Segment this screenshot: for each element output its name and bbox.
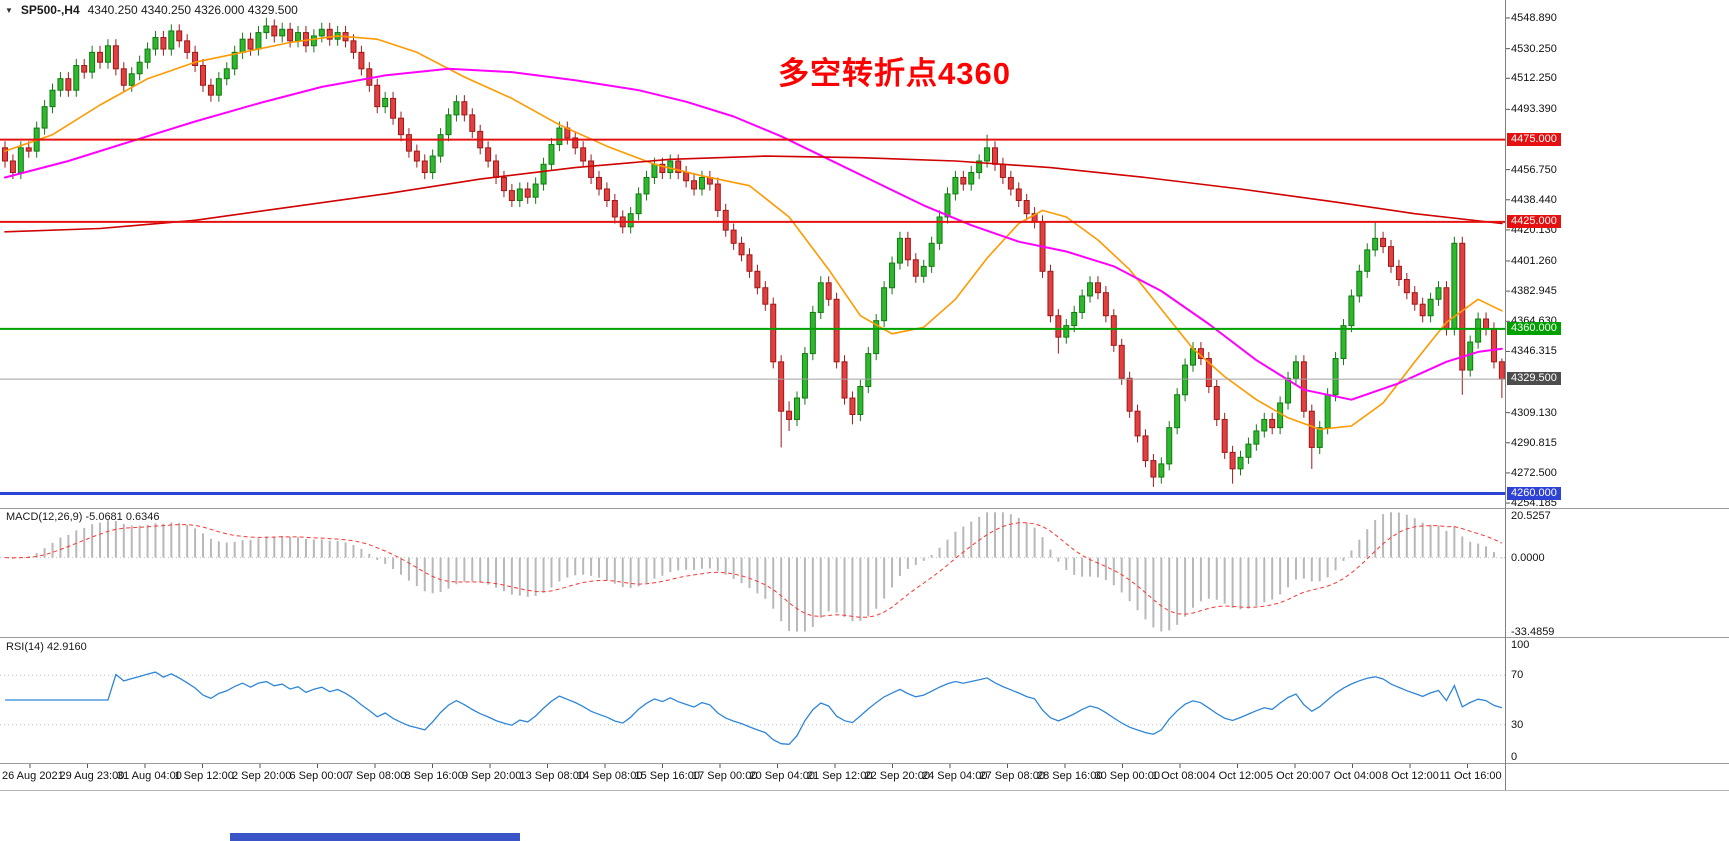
time-label: 7 Oct 04:00 bbox=[1324, 770, 1382, 782]
rsi-scale-label: 100 bbox=[1511, 639, 1530, 651]
price-tick-label: 4309.130 bbox=[1511, 406, 1557, 419]
time-label: 30 Sep 00:00 bbox=[1094, 770, 1160, 782]
time-label: 27 Sep 08:00 bbox=[979, 770, 1045, 782]
time-label: 11 Oct 16:00 bbox=[1439, 770, 1502, 782]
time-axis[interactable]: 26 Aug 2021 29 Aug 23:00 31 Aug 04:00 1 Sep… bbox=[0, 764, 1505, 790]
price-line-label-4360.000: 4360.000 bbox=[1507, 321, 1561, 335]
price-tick-label: 4254.185 bbox=[1511, 497, 1557, 510]
time-label: 6 Sep 00:00 bbox=[289, 770, 349, 782]
panel-separator-rsi-time bbox=[0, 763, 1729, 764]
time-label: 2 Sep 20:00 bbox=[232, 770, 292, 782]
time-label: 9 Sep 20:00 bbox=[462, 770, 522, 782]
time-label: 24 Sep 04:00 bbox=[922, 770, 988, 782]
price-axis[interactable]: 4548.890 4530.250 4512.250 4493.390 4456.750… bbox=[1505, 0, 1729, 790]
time-label: 20 Sep 04:00 bbox=[749, 770, 815, 782]
macd-label-values: -5.0681 0.6346 bbox=[85, 511, 160, 523]
price-line-label-4260.000: 4260.000 bbox=[1507, 486, 1561, 500]
price-tick-label: 4401.260 bbox=[1511, 254, 1557, 267]
macd-histogram bbox=[11, 512, 1503, 632]
rsi-label-name: RSI(14) bbox=[6, 641, 44, 653]
price-tick-label: 4512.250 bbox=[1511, 72, 1557, 85]
time-label: 26 Aug 2021 bbox=[2, 770, 64, 782]
price-tick-label: 4272.500 bbox=[1511, 466, 1557, 479]
chart-header: ▼ SP500-,H4 4340.250 4340.250 4326.000 4… bbox=[5, 3, 298, 17]
time-label: 1 Oct 08:00 bbox=[1152, 770, 1209, 782]
ma-slow-red bbox=[4, 155, 1503, 233]
time-label: 5 Oct 20:00 bbox=[1267, 770, 1324, 782]
price-tick-label: 4548.890 bbox=[1511, 11, 1557, 24]
time-label: 21 Sep 12:00 bbox=[807, 770, 873, 782]
price-line-label-4475.000: 4475.000 bbox=[1507, 132, 1561, 146]
time-label: 28 Sep 16:00 bbox=[1037, 770, 1103, 782]
ma-mid-magenta bbox=[4, 67, 1503, 401]
time-label: 22 Sep 20:00 bbox=[864, 770, 930, 782]
rsi-scale-label: 30 bbox=[1511, 718, 1524, 731]
chart-bottom-border bbox=[0, 790, 1729, 791]
time-label: 8 Sep 16:00 bbox=[404, 770, 464, 782]
macd-signal-line bbox=[4, 522, 1503, 618]
ohlc-values: 4340.250 4340.250 4326.000 4329.500 bbox=[87, 3, 298, 17]
price-tick-label: 4456.750 bbox=[1511, 163, 1557, 176]
time-label: 1 Sep 12:00 bbox=[174, 770, 234, 782]
panel-separator-main-macd bbox=[0, 508, 1729, 509]
macd-scale-label: 0.0000 bbox=[1511, 551, 1545, 564]
rsi-scale-label: 70 bbox=[1511, 669, 1524, 682]
chart-annotation[interactable]: 多空转折点4360 bbox=[778, 56, 1011, 91]
macd-scale-label: 20.5257 bbox=[1511, 510, 1551, 522]
ma-fast-orange bbox=[4, 35, 1503, 431]
price-tick-label: 4382.945 bbox=[1511, 285, 1557, 298]
time-label: 4 Oct 12:00 bbox=[1209, 770, 1267, 782]
time-label: 14 Sep 08:00 bbox=[577, 770, 643, 782]
time-label: 8 Oct 12:00 bbox=[1382, 770, 1439, 782]
panel-separator-macd-rsi bbox=[0, 637, 1729, 638]
rsi-scale-label: 0 bbox=[1511, 751, 1518, 763]
rsi-indicator-label: RSI(14) 42.9160 bbox=[6, 641, 87, 653]
scrollbar-thumb[interactable] bbox=[230, 833, 520, 841]
time-label: 7 Sep 08:00 bbox=[347, 770, 407, 782]
time-label: 13 Sep 08:00 bbox=[519, 770, 585, 782]
price-tick-label: 4290.815 bbox=[1511, 436, 1557, 449]
price-tick-label: 4530.250 bbox=[1511, 42, 1557, 55]
macd-label-name: MACD(12,26,9) bbox=[6, 511, 83, 523]
price-line-label-4329.500: 4329.500 bbox=[1507, 372, 1561, 386]
time-label: 29 Aug 23:00 bbox=[59, 770, 125, 782]
price-tick-label: 4438.440 bbox=[1511, 193, 1557, 206]
time-label: 15 Sep 16:00 bbox=[634, 770, 700, 782]
macd-indicator-label: MACD(12,26,9) -5.0681 0.6346 bbox=[6, 511, 160, 523]
candles-layer bbox=[2, 17, 1505, 487]
rsi-line bbox=[5, 671, 1503, 745]
price-line-label-4425.000: 4425.000 bbox=[1507, 214, 1561, 228]
horizontal-scrollbar bbox=[0, 832, 1729, 841]
time-label: 17 Sep 00:00 bbox=[692, 770, 758, 782]
symbol-marker-icon: ▼ bbox=[5, 5, 13, 15]
price-tick-label: 4493.390 bbox=[1511, 103, 1557, 116]
macd-scale-label: -33.4859 bbox=[1511, 625, 1555, 638]
rsi-label-value: 42.9160 bbox=[46, 641, 87, 653]
price-tick-label: 4346.315 bbox=[1511, 345, 1557, 358]
symbol-timeframe: SP500-,H4 bbox=[20, 3, 80, 17]
time-label: 31 Aug 04:00 bbox=[117, 770, 182, 782]
